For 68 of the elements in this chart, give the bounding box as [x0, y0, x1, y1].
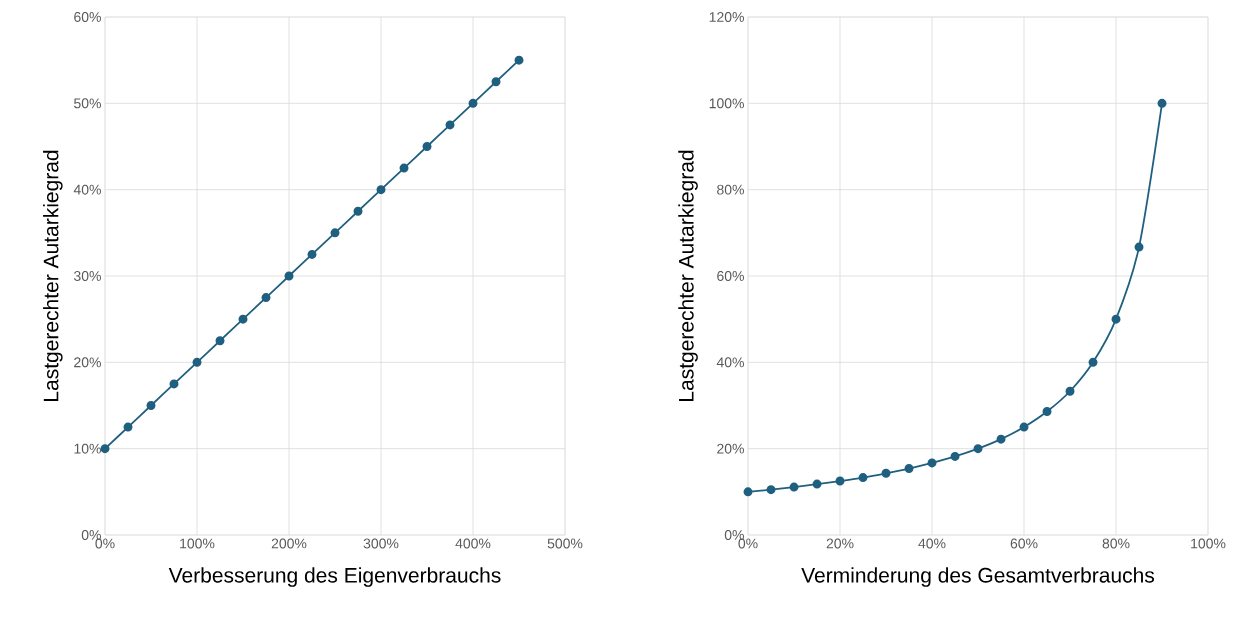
point — [973, 444, 983, 454]
point — [1111, 314, 1121, 324]
point — [789, 482, 799, 492]
y-tick-label: 60% — [717, 271, 744, 281]
x-tick-label: 500% — [547, 538, 583, 549]
point — [330, 228, 340, 238]
point — [123, 422, 133, 432]
y-tick-label: 20% — [717, 443, 744, 454]
point — [192, 357, 202, 367]
point — [1065, 386, 1075, 396]
x-tick-label: 100% — [1191, 538, 1226, 549]
y-tick-label: 40% — [716, 357, 744, 368]
point — [376, 185, 386, 195]
y-tick-label: 10% — [74, 443, 101, 454]
x-tick-label: 0% — [738, 538, 758, 549]
point — [284, 271, 294, 281]
x-tick-label: 60% — [1010, 538, 1038, 549]
point — [766, 485, 776, 495]
point — [858, 473, 868, 483]
y-tick-label: 0% — [724, 530, 744, 540]
point — [996, 434, 1006, 444]
point — [904, 464, 914, 474]
y-axis-title: Lastgerechter Autarkiegrad — [678, 150, 698, 401]
point — [169, 379, 179, 389]
point — [353, 206, 363, 216]
x-tick-label: 40% — [918, 538, 946, 549]
x-tick-label: 400% — [455, 538, 491, 549]
point — [261, 293, 271, 303]
point — [399, 163, 409, 173]
point — [514, 55, 524, 65]
point — [445, 120, 455, 130]
y-tick-label: 20% — [74, 357, 101, 368]
point — [146, 401, 156, 410]
x-tick-label: 80% — [1102, 538, 1130, 549]
point — [100, 444, 110, 454]
y-tick-label: 50% — [74, 98, 101, 109]
y-tick-label: 120% — [709, 12, 744, 22]
point — [927, 458, 937, 468]
y-axis-title: Lastgerechter Autarkiegrad — [43, 150, 63, 401]
point — [1134, 242, 1144, 252]
point — [950, 451, 960, 461]
x-axis-title: Verbesserung des Eigenverbrauchs — [168, 567, 501, 587]
point — [1042, 407, 1052, 417]
x-tick-label: 0% — [95, 538, 115, 549]
point — [1157, 98, 1167, 108]
x-axis-title: Verminderung des Gesamtverbrauchs — [801, 567, 1155, 587]
point — [307, 249, 317, 259]
point — [743, 487, 753, 497]
point — [1019, 422, 1029, 432]
y-tick-label: 60% — [74, 12, 101, 22]
y-tick-label: 40% — [73, 184, 101, 195]
y-tick-label: 30% — [73, 271, 101, 281]
point — [812, 479, 822, 489]
x-tick-label: 200% — [271, 538, 307, 549]
y-tick-label: 0% — [81, 530, 101, 540]
y-tick-label: 80% — [717, 184, 744, 195]
point — [881, 468, 891, 478]
point — [1088, 357, 1098, 367]
x-tick-label: 100% — [180, 538, 215, 549]
point — [422, 142, 432, 151]
x-tick-label: 300% — [363, 538, 399, 549]
point — [238, 314, 248, 324]
point — [835, 476, 845, 486]
y-tick-label: 100% — [709, 98, 744, 109]
point — [491, 77, 501, 87]
point — [215, 336, 225, 346]
point — [468, 98, 478, 108]
x-tick-label: 20% — [826, 538, 854, 549]
